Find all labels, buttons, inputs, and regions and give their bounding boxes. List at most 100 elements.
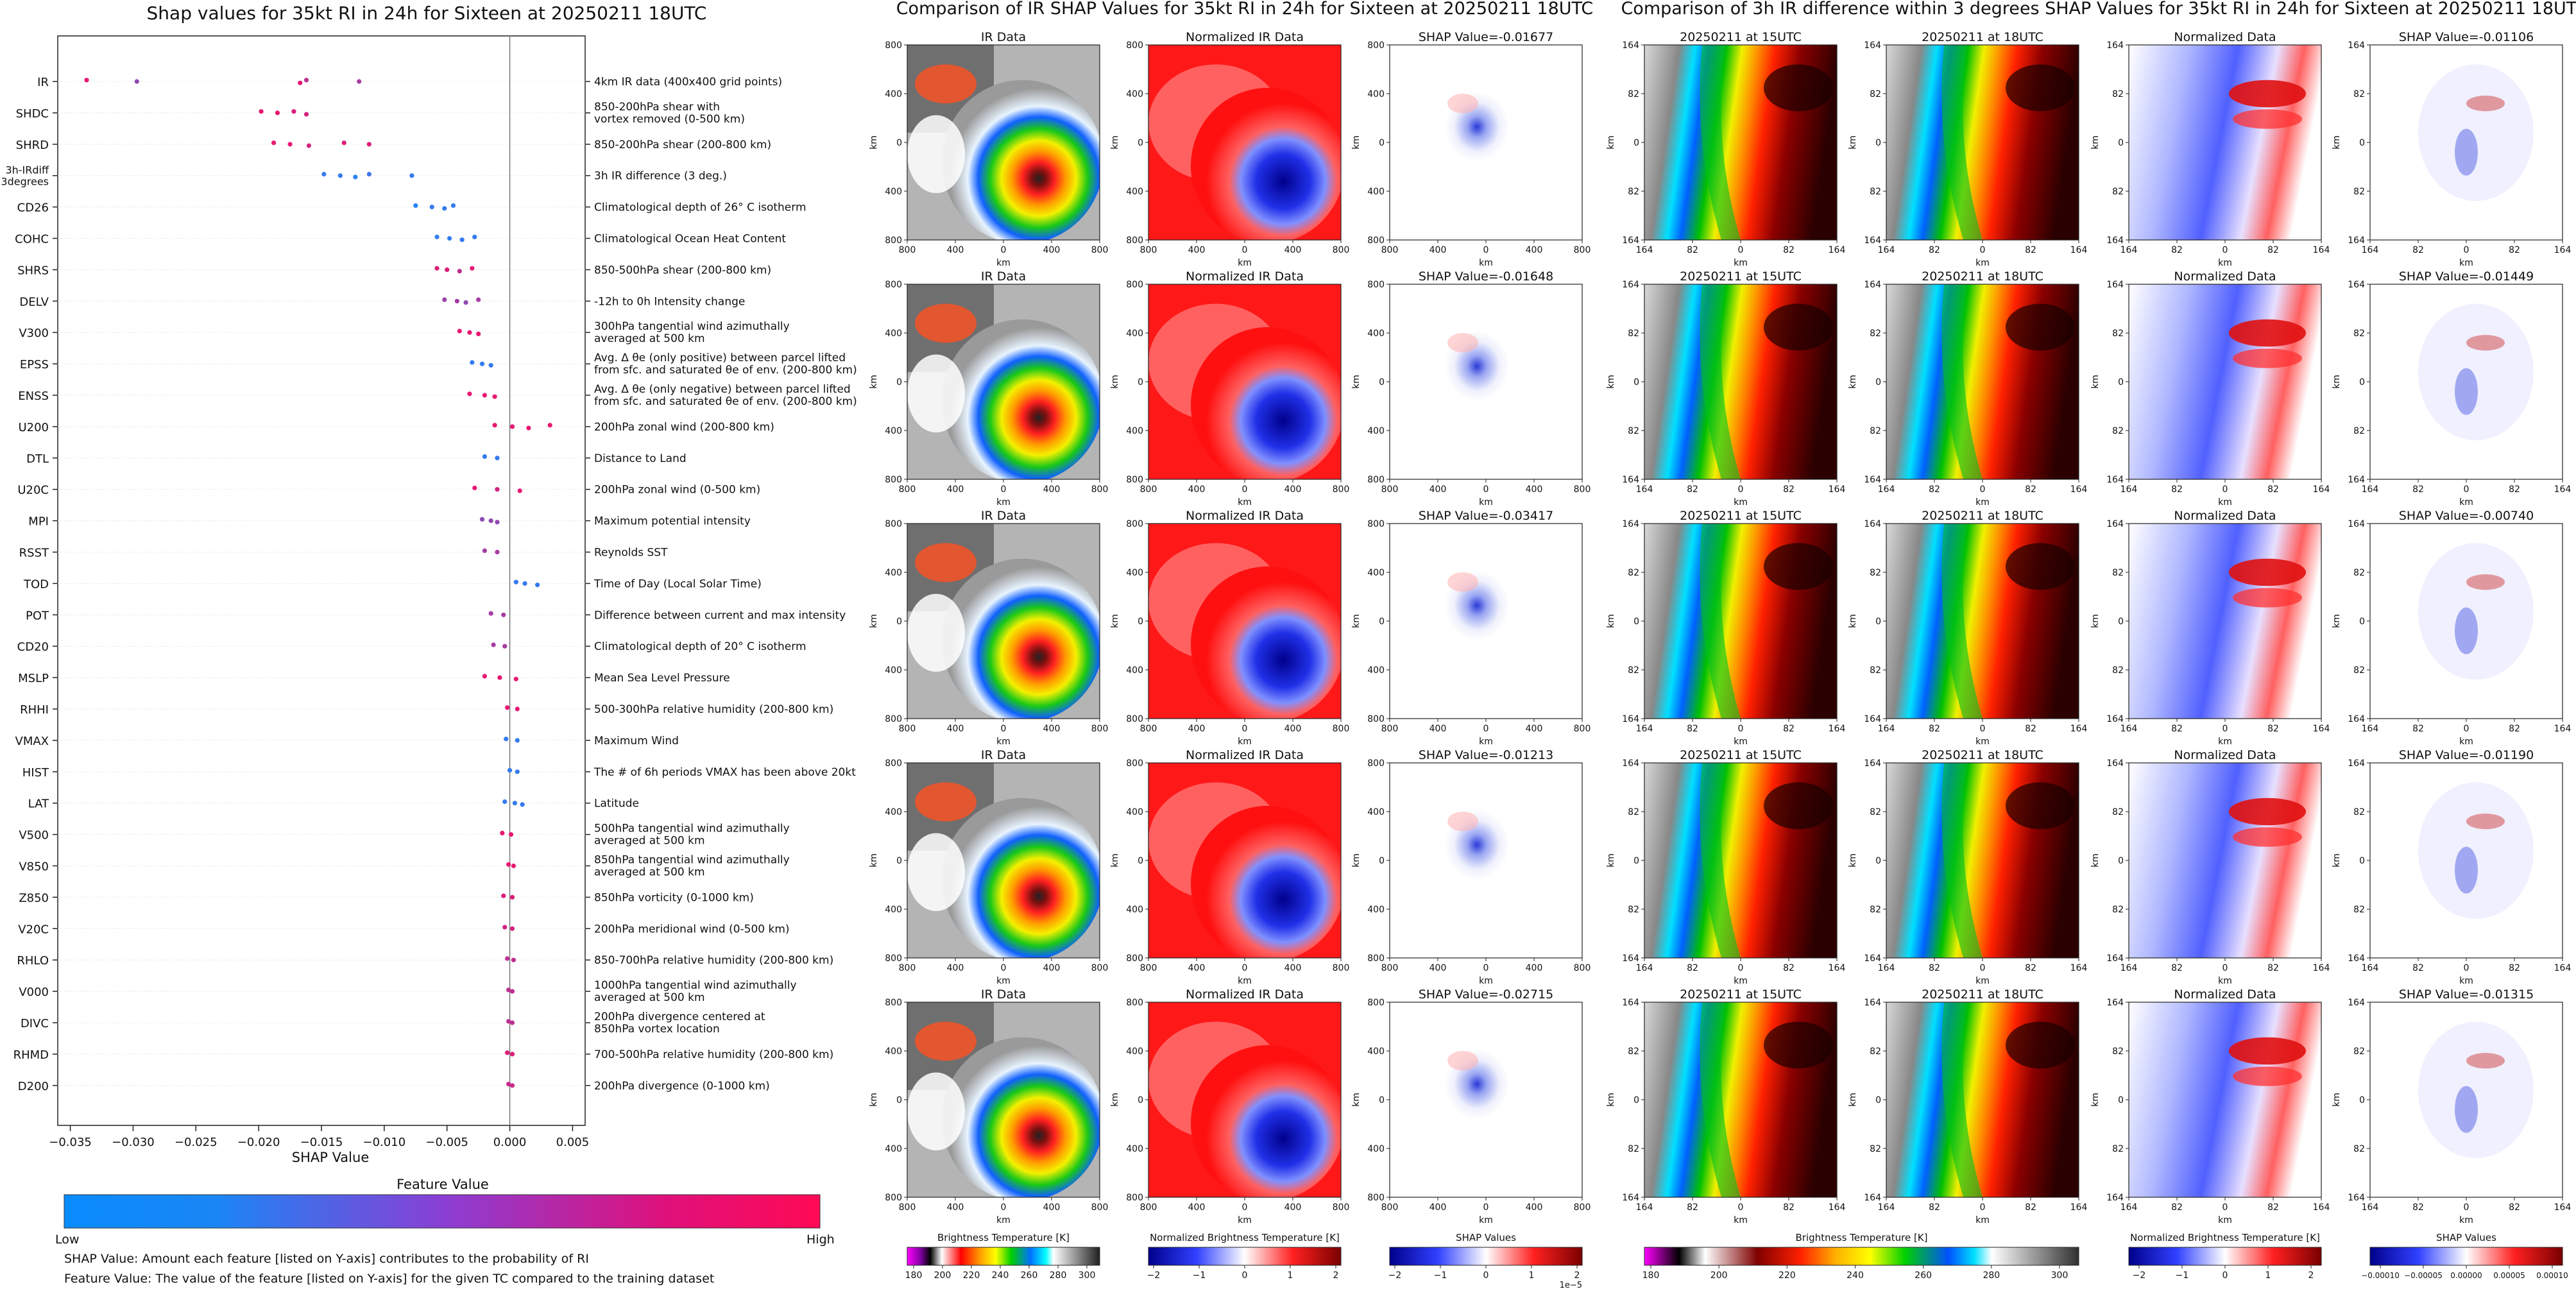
y-tick-label: 800 bbox=[885, 953, 902, 964]
panel-title: Normalized Data bbox=[2174, 987, 2276, 1002]
feature-description: 850hPa vorticity (0-1000 km) bbox=[594, 891, 754, 904]
panel-title: 20250211 at 18UTC bbox=[1922, 987, 2043, 1002]
shap-positive-patch bbox=[1447, 1051, 1478, 1071]
x-tick-label: 400 bbox=[947, 724, 964, 734]
panel-title: 20250211 at 18UTC bbox=[1922, 30, 2043, 44]
x-tick-label: 164 bbox=[2120, 963, 2138, 973]
y-tick-label: 800 bbox=[885, 475, 902, 485]
feature-description: 200hPa meridional wind (0-500 km) bbox=[594, 923, 790, 935]
y-tick-label: 0 bbox=[1875, 1095, 1881, 1105]
diff-shap-grid: Comparison of 3h IR difference within 3 … bbox=[1606, 0, 2576, 1281]
x-tick-label: 0 bbox=[1483, 724, 1489, 734]
diff-band bbox=[1700, 763, 1741, 958]
x-axis-label: km bbox=[1975, 258, 1990, 268]
shap-point bbox=[357, 79, 362, 84]
feature-name: DELV bbox=[19, 295, 49, 309]
shap-point bbox=[434, 234, 439, 239]
ir-cirrus bbox=[907, 593, 965, 672]
shap-point bbox=[479, 361, 485, 366]
x-tick-label: 0 bbox=[1001, 963, 1007, 973]
x-tick-label: 400 bbox=[1429, 1202, 1447, 1213]
shap-point bbox=[482, 674, 488, 679]
y-tick-label: 800 bbox=[885, 235, 902, 246]
ir-grid-title: Comparison of IR SHAP Values for 35kt RI… bbox=[896, 0, 1594, 19]
y-axis-label: km bbox=[1351, 853, 1361, 867]
y-tick-label: 82 bbox=[2112, 329, 2124, 339]
panel-title: Normalized IR Data bbox=[1186, 30, 1304, 44]
shap-positive-patch bbox=[2466, 96, 2505, 112]
y-tick-label: 82 bbox=[1628, 568, 1639, 578]
y-tick-label: 164 bbox=[1864, 280, 1881, 290]
x-axis-label: km bbox=[1975, 497, 1990, 508]
y-tick-label: 164 bbox=[2106, 519, 2124, 529]
feature-name-line: 3degrees bbox=[1, 176, 49, 188]
x-tick-label: 0 bbox=[1242, 484, 1248, 495]
y-tick-label: 164 bbox=[2106, 998, 2124, 1008]
feature-description-line: 850hPa tangential wind azimuthally bbox=[594, 854, 790, 867]
y-axis-label: km bbox=[869, 375, 879, 389]
shap-point bbox=[491, 642, 496, 647]
y-tick-label: 400 bbox=[885, 1046, 902, 1057]
diff-cold-core bbox=[2006, 64, 2075, 112]
x-tick-label: 164 bbox=[1829, 724, 1846, 734]
nir-storm bbox=[1191, 805, 1341, 958]
x-tick-label: 82 bbox=[2025, 963, 2036, 973]
shap-point bbox=[459, 237, 465, 243]
shap-point bbox=[501, 612, 506, 617]
ndiff-field bbox=[2129, 763, 2321, 958]
colorbar-tick-label: −1 bbox=[2176, 1270, 2189, 1281]
y-tick-label: 400 bbox=[1126, 426, 1143, 436]
ndiff-red-streak bbox=[2233, 109, 2302, 129]
panel-image bbox=[2370, 45, 2563, 240]
y-tick-label: 400 bbox=[1126, 568, 1143, 578]
colorbar-label: Brightness Temperature [K] bbox=[937, 1232, 1070, 1243]
panel-title: SHAP Value=-0.01449 bbox=[2399, 269, 2534, 284]
x-tick-label: 0 bbox=[1483, 484, 1489, 495]
x-tick-label: 82 bbox=[2509, 963, 2520, 973]
y-tick-label: 400 bbox=[1367, 1046, 1385, 1057]
panel-title: 20250211 at 15UTC bbox=[1680, 748, 1802, 762]
x-tick-label: 400 bbox=[947, 963, 964, 973]
y-tick-label: 164 bbox=[1864, 235, 1881, 246]
y-tick-label: 0 bbox=[1379, 138, 1385, 148]
shap-point bbox=[482, 454, 488, 459]
x-tick-label: 0 bbox=[1738, 724, 1744, 734]
y-tick-label: 164 bbox=[1864, 40, 1881, 51]
panel-title: IR Data bbox=[981, 987, 1026, 1002]
shap-point bbox=[457, 329, 462, 334]
shap-point bbox=[457, 269, 462, 274]
ir-shap-grid: Comparison of IR SHAP Values for 35kt RI… bbox=[869, 0, 1593, 1289]
y-axis-label: km bbox=[869, 1093, 879, 1107]
shap-point bbox=[509, 1020, 515, 1025]
shap-positive-patch bbox=[2466, 574, 2505, 590]
panel-title: 20250211 at 18UTC bbox=[1922, 509, 2043, 523]
x-axis-label: km bbox=[996, 258, 1011, 268]
diff-band bbox=[1700, 284, 1741, 479]
feature-name: COHC bbox=[15, 233, 49, 246]
colorbar-label: SHAP Values bbox=[2436, 1232, 2496, 1243]
x-tick-label: 400 bbox=[1043, 245, 1061, 255]
y-axis-label: km bbox=[1110, 135, 1120, 149]
panel-title: SHAP Value=-0.01213 bbox=[1419, 748, 1553, 762]
panel-title: SHAP Value=-0.03417 bbox=[1419, 509, 1553, 523]
x-tick-label: 82 bbox=[2509, 724, 2520, 734]
x-tick-label: 0 bbox=[1001, 245, 1007, 255]
y-tick-label: 400 bbox=[885, 329, 902, 339]
feature-description: 500-300hPa relative humidity (200-800 km… bbox=[594, 703, 833, 716]
shap-point bbox=[515, 738, 520, 743]
x-tick-label: 82 bbox=[1783, 245, 1795, 255]
y-tick-label: 82 bbox=[2112, 187, 2124, 197]
ndiff-field bbox=[2129, 1002, 2321, 1197]
x-tick-label: 400 bbox=[1526, 1202, 1543, 1213]
y-tick-label: 0 bbox=[2359, 856, 2365, 866]
diff-band bbox=[1941, 45, 1983, 240]
shap-point bbox=[501, 893, 506, 898]
x-axis-label: km bbox=[2218, 258, 2232, 268]
shap-hotspot bbox=[1426, 74, 1534, 191]
shap-haze bbox=[2418, 782, 2534, 919]
shap-point bbox=[495, 487, 500, 492]
panel-title: 20250211 at 15UTC bbox=[1680, 269, 1802, 284]
y-axis-label: km bbox=[1848, 135, 1858, 149]
diff-cold-core bbox=[1764, 543, 1833, 590]
panel-image bbox=[2129, 1002, 2321, 1197]
